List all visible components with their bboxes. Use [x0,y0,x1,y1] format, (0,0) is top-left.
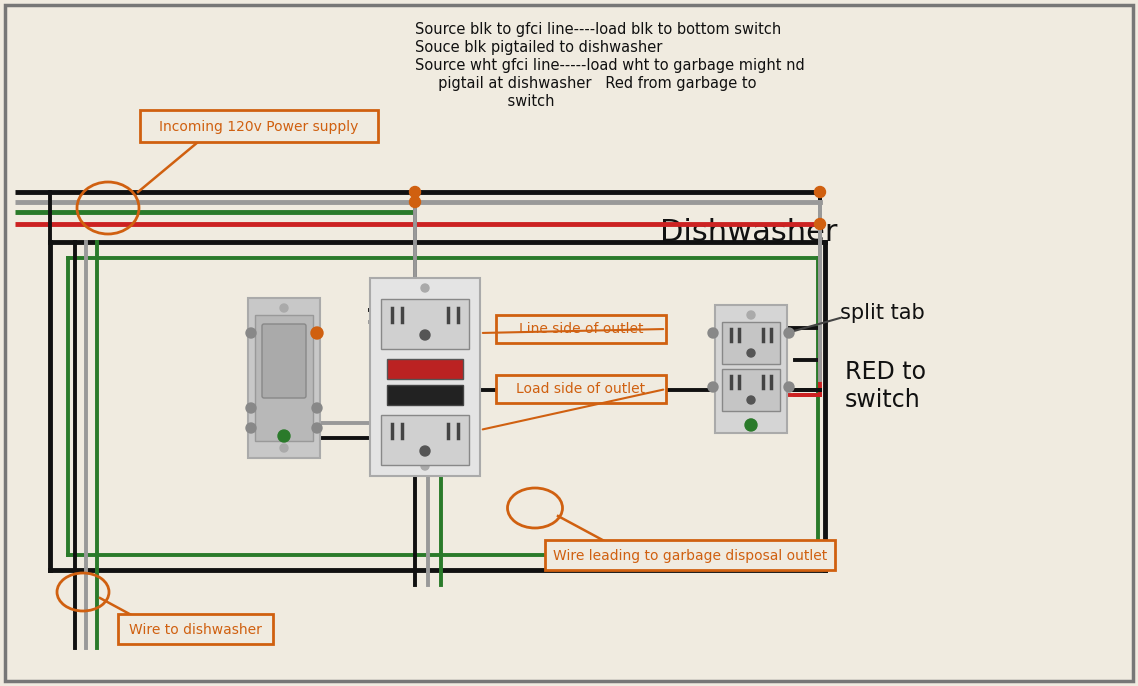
Circle shape [312,423,322,433]
Text: Souce blk pigtailed to dishwasher: Souce blk pigtailed to dishwasher [415,40,662,55]
Circle shape [815,187,825,198]
Text: Source wht gfci line-----load wht to garbage might nd: Source wht gfci line-----load wht to gar… [415,58,805,73]
Text: Incoming 120v Power supply: Incoming 120v Power supply [159,120,358,134]
Circle shape [747,349,754,357]
Circle shape [420,330,430,340]
Circle shape [745,419,757,431]
Text: switch: switch [415,94,554,109]
Circle shape [784,382,794,392]
Circle shape [420,446,430,456]
FancyBboxPatch shape [255,315,313,441]
FancyBboxPatch shape [721,369,780,411]
Text: split tab: split tab [840,303,925,323]
Circle shape [410,187,421,198]
FancyBboxPatch shape [387,359,463,379]
Text: Wire leading to garbage disposal outlet: Wire leading to garbage disposal outlet [553,549,827,563]
Text: Line side of outlet: Line side of outlet [519,322,643,336]
Circle shape [312,328,322,338]
Circle shape [246,403,256,413]
Circle shape [421,284,429,292]
FancyBboxPatch shape [118,614,273,644]
Circle shape [815,219,825,230]
FancyBboxPatch shape [140,110,378,142]
FancyBboxPatch shape [715,305,787,433]
Circle shape [246,328,256,338]
Circle shape [311,327,323,339]
Circle shape [312,328,322,338]
Circle shape [312,403,322,413]
FancyBboxPatch shape [496,375,666,403]
FancyBboxPatch shape [381,415,469,465]
Text: Dishwasher: Dishwasher [660,218,838,247]
Circle shape [747,396,754,404]
Circle shape [280,444,288,452]
Circle shape [747,311,754,319]
Text: RED to
switch: RED to switch [846,360,926,412]
FancyBboxPatch shape [370,278,480,476]
FancyBboxPatch shape [721,322,780,364]
Circle shape [410,196,421,207]
Circle shape [278,430,290,442]
FancyBboxPatch shape [387,385,463,405]
FancyBboxPatch shape [545,540,835,570]
Circle shape [747,419,754,427]
Circle shape [421,462,429,470]
Text: Load side of outlet: Load side of outlet [517,382,645,396]
FancyBboxPatch shape [381,299,469,349]
Text: pigtail at dishwasher   Red from garbage to: pigtail at dishwasher Red from garbage t… [415,76,757,91]
FancyBboxPatch shape [5,5,1133,681]
Circle shape [246,423,256,433]
Text: Wire to dishwasher: Wire to dishwasher [129,623,262,637]
Circle shape [708,382,718,392]
FancyBboxPatch shape [248,298,320,458]
FancyBboxPatch shape [262,324,306,398]
Text: Source blk to gfci line----load blk to bottom switch: Source blk to gfci line----load blk to b… [415,22,782,37]
Circle shape [784,328,794,338]
Circle shape [708,328,718,338]
FancyBboxPatch shape [496,315,666,343]
Circle shape [280,304,288,312]
